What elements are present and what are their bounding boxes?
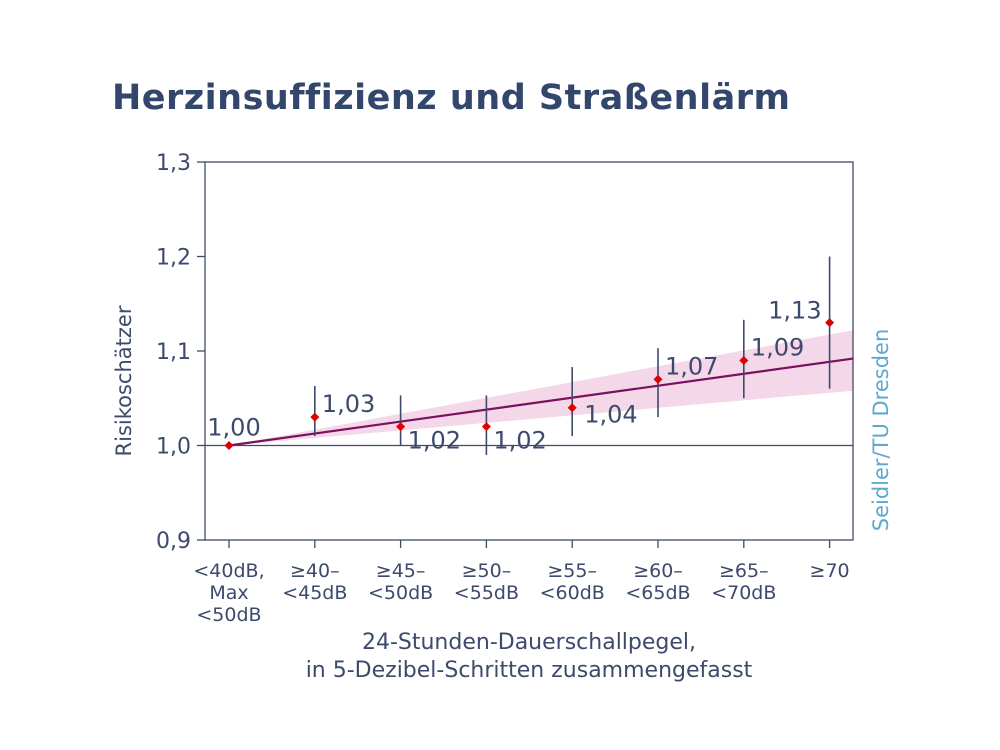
x-tick-label: ≥50–	[462, 560, 512, 582]
confidence-band	[229, 330, 853, 446]
x-tick-label: ≥45–	[376, 560, 426, 582]
data-label: 1,04	[584, 401, 637, 429]
data-label: 1,13	[768, 297, 821, 325]
x-tick-label: Max	[209, 582, 248, 604]
chart-title: Herzinsuffizienz und Straßenlärm	[112, 78, 791, 118]
y-axis-label: Risikoschätzer	[112, 305, 136, 456]
labels-layer: 0,91,01,11,21,3Risikoschätzer<40dB,Max<5…	[112, 151, 893, 683]
x-axis-label: in 5-Dezibel-Schritten zusammengefasst	[306, 658, 753, 683]
data-label: 1,09	[751, 333, 804, 361]
x-tick-label: ≥65–	[719, 560, 769, 582]
x-tick-label: <50dB	[196, 604, 261, 626]
y-tick-label: 1,2	[156, 246, 191, 271]
x-axis-label: 24-Stunden-Dauerschallpegel,	[362, 630, 696, 655]
y-tick-label: 0,9	[156, 529, 191, 554]
credit-text: Seidler/TU Dresden	[869, 329, 893, 532]
x-tick-label: ≥60–	[633, 560, 683, 582]
x-tick-label: <60dB	[540, 582, 605, 604]
confidence-band-layer	[229, 330, 853, 446]
data-point	[825, 318, 835, 328]
data-point	[396, 422, 406, 432]
data-point	[739, 355, 749, 365]
x-tick-label: <40dB,	[193, 560, 264, 582]
x-tick-label: <50dB	[368, 582, 433, 604]
x-tick-label: <45dB	[282, 582, 347, 604]
x-tick-label: <70dB	[711, 582, 776, 604]
y-tick-label: 1,1	[156, 340, 191, 365]
trend-line	[228, 357, 854, 447]
x-tick-label: ≥70	[810, 560, 850, 582]
x-tick-label: <55dB	[454, 582, 519, 604]
data-label: 1,00	[207, 414, 260, 442]
x-tick-label: ≥55–	[547, 560, 597, 582]
data-point	[310, 412, 320, 422]
x-tick-label: <65dB	[625, 582, 690, 604]
data-label: 1,02	[493, 427, 546, 455]
x-tick-label: ≥40–	[290, 560, 340, 582]
marks-layer	[224, 256, 854, 455]
data-label: 1,02	[408, 427, 461, 455]
data-label: 1,03	[322, 390, 375, 418]
data-point	[567, 403, 577, 413]
y-tick-label: 1,0	[156, 435, 191, 460]
data-point	[224, 441, 234, 450]
y-tick-label: 1,3	[156, 151, 191, 176]
data-point	[653, 374, 663, 384]
data-label: 1,07	[665, 352, 718, 380]
data-point	[481, 422, 491, 432]
axes-layer	[197, 161, 854, 548]
